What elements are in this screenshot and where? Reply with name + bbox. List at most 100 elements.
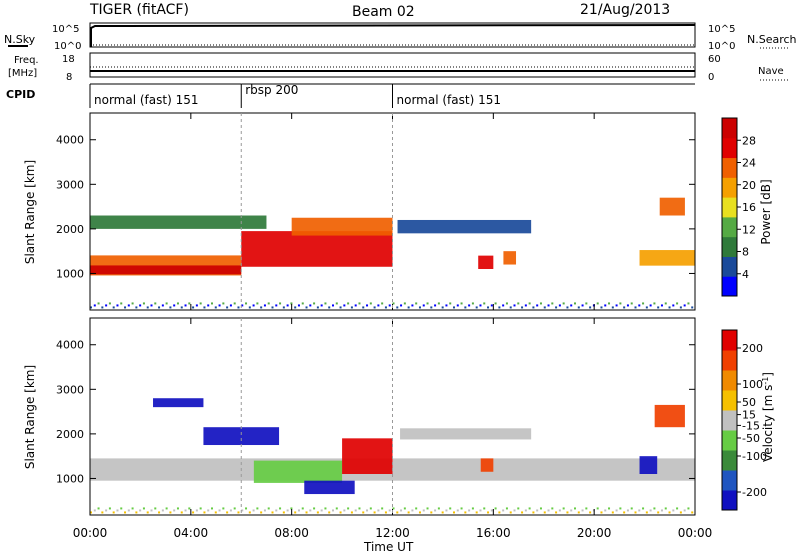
speckle-point <box>581 509 584 512</box>
speckle-point <box>290 507 293 510</box>
speckle-point <box>369 507 372 510</box>
speckle-point <box>350 306 353 309</box>
speckle-point <box>668 306 671 309</box>
speckle-point <box>449 507 452 510</box>
speckle-point <box>120 507 123 510</box>
speckle-point <box>328 511 331 514</box>
colorbar-swatch <box>722 137 737 159</box>
speckle-point <box>513 304 516 307</box>
speckle-point <box>335 507 338 510</box>
speckle-point <box>505 302 508 305</box>
speckle-point <box>347 302 350 305</box>
velocity-axes: 1000 2000 3000 4000 00:00 04:00 08:00 12:00 16:0… <box>56 318 712 540</box>
speckle-point <box>165 507 168 510</box>
speckle-point <box>316 511 319 514</box>
freq-frame <box>89 52 696 78</box>
scatter-region <box>480 458 494 472</box>
speckle-point <box>384 306 387 309</box>
colorbar-swatch <box>722 118 737 139</box>
speckle-point <box>237 306 240 309</box>
speckle-point <box>320 509 323 512</box>
speckle-point <box>214 306 217 309</box>
speckle-point <box>328 306 331 309</box>
speckle-point <box>475 511 478 514</box>
colorbar-tick-label: -100 <box>742 450 767 463</box>
speckle-point <box>521 511 524 514</box>
speckle-point <box>218 509 221 512</box>
nsky-panel: N.Sky 10^5 10^0 10^5 10^0 N.Search <box>4 22 797 52</box>
speckle-point <box>664 302 667 305</box>
speckle-point <box>324 302 327 305</box>
speckle-point <box>112 511 115 514</box>
speckle-point <box>645 511 648 514</box>
speckle-point <box>188 507 191 510</box>
colorbar-swatch <box>722 450 737 471</box>
colorbar-swatch <box>722 350 737 371</box>
speckle-point <box>150 509 153 512</box>
power-colorbar-label: Power [dB] <box>759 179 773 244</box>
speckle-point <box>366 509 369 512</box>
speckle-point <box>551 302 554 305</box>
nsearch-tick-top: 10^5 <box>708 24 735 35</box>
speckle-point <box>256 302 259 305</box>
speckle-point <box>245 302 248 305</box>
colorbar-swatch <box>722 197 737 218</box>
speckle-point <box>649 304 652 307</box>
speckle-point <box>260 511 263 514</box>
speckle-point <box>392 507 395 510</box>
speckle-point <box>214 511 217 514</box>
speckle-point <box>683 304 686 307</box>
speckle-point <box>180 306 183 309</box>
speckle-point <box>301 507 304 510</box>
speckle-point <box>589 511 592 514</box>
speckle-point <box>528 507 531 510</box>
speckle-point <box>135 306 138 309</box>
nsky-trace <box>90 24 696 47</box>
speckle-point <box>286 304 289 307</box>
speckle-point <box>672 509 675 512</box>
speckle-point <box>468 304 471 307</box>
speckle-point <box>377 509 380 512</box>
power-panel: 1000 2000 3000 4000 Slant Range [km] 4 8 12 16… <box>23 112 773 311</box>
scatter-region <box>639 250 695 266</box>
speckle-point <box>468 509 471 512</box>
colorbar-swatch <box>722 216 737 238</box>
speckle-point <box>369 302 372 305</box>
speckle-point <box>173 509 176 512</box>
speckle-point <box>490 509 493 512</box>
speckle-point <box>396 511 399 514</box>
speckle-point <box>536 509 539 512</box>
colorbar-swatch <box>722 157 737 178</box>
scatter-region <box>291 217 393 236</box>
speckle-point <box>547 304 550 307</box>
speckle-point <box>418 511 421 514</box>
colorbar-tick-label: 28 <box>742 134 756 147</box>
x-tick-label: 00:00 <box>678 526 713 540</box>
colorbar-tick-label: -50 <box>742 432 760 445</box>
speckle-point <box>630 302 633 305</box>
speckle-point <box>543 306 546 309</box>
speckle-point <box>192 306 195 309</box>
speckle-point <box>241 304 244 307</box>
colorbar-frame <box>721 329 738 511</box>
speckle-point <box>434 304 437 307</box>
speckle-point <box>381 302 384 305</box>
y-tick-label: 2000 <box>56 223 84 236</box>
speckle-point <box>252 509 255 512</box>
colorbar-swatch <box>722 177 737 198</box>
speckle-point <box>245 507 248 510</box>
speckle-point <box>642 302 645 305</box>
speckle-point <box>679 511 682 514</box>
speckle-point <box>634 511 637 514</box>
speckle-point <box>509 306 512 309</box>
speckle-point <box>494 302 497 305</box>
speckle-point <box>566 511 569 514</box>
speckle-point <box>275 509 278 512</box>
power-heatmap <box>90 197 695 309</box>
speckle-point <box>139 304 142 307</box>
speckle-point <box>445 509 448 512</box>
speckle-point <box>252 304 255 307</box>
speckle-point <box>600 306 603 309</box>
speckle-point <box>615 304 618 307</box>
